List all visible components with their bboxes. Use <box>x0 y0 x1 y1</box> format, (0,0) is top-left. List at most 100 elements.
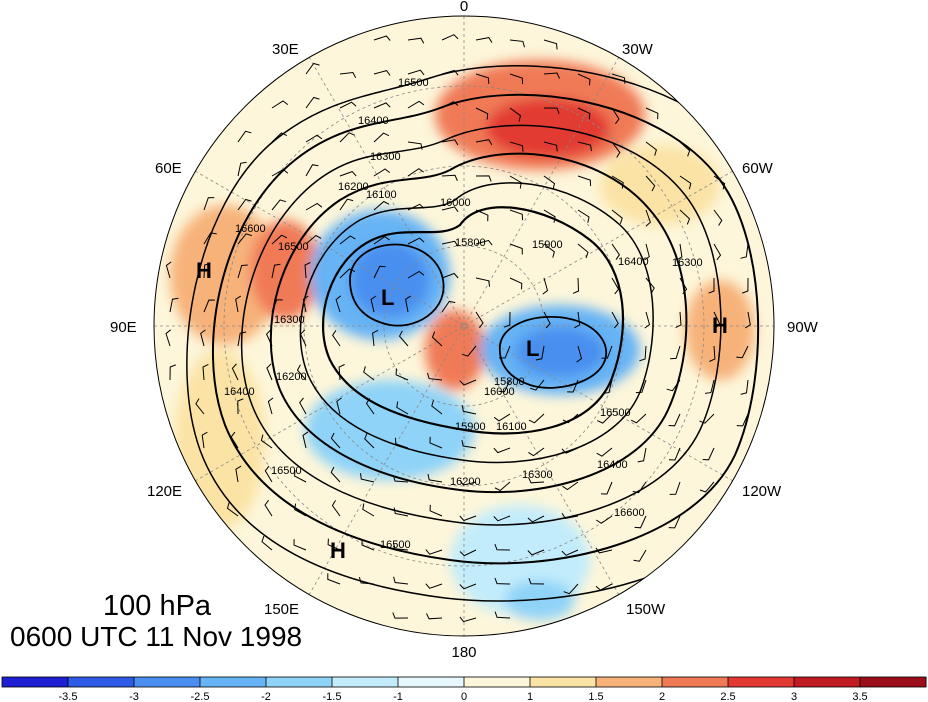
wind-barb <box>300 329 307 347</box>
contour-value-labels: 16500 16400 16300 16200 16100 16000 1590… <box>224 77 703 551</box>
wind-barb <box>528 578 545 585</box>
wind-barb <box>543 72 560 79</box>
negative-anomaly-core-west-inner <box>350 242 430 318</box>
wind-barb <box>597 413 613 424</box>
wind-barb <box>392 475 409 483</box>
wind-barb <box>645 107 659 120</box>
contour-label: 15800 <box>494 376 525 388</box>
wind-barb <box>331 330 341 347</box>
wind-barb <box>264 499 273 517</box>
wind-barb <box>429 504 443 517</box>
wind-barb <box>266 329 273 347</box>
wind-barb <box>740 379 749 395</box>
wind-barb <box>699 413 715 424</box>
colorbar-swatch <box>860 677 927 687</box>
colorbar-swatch <box>200 677 267 687</box>
contour-label: 16200 <box>338 181 369 193</box>
wind-barb <box>373 265 386 279</box>
colorbar-tick-label: 2 <box>659 691 665 702</box>
wind-barb <box>679 209 691 225</box>
wind-barb <box>611 209 623 224</box>
wind-barb <box>528 477 545 484</box>
wind-barb <box>373 35 391 41</box>
wind-barb <box>633 549 647 562</box>
wind-barb <box>365 398 375 415</box>
wind-barb <box>230 431 239 449</box>
wind-barb <box>493 447 511 454</box>
wind-barb <box>601 345 613 359</box>
wind-barb <box>668 447 681 461</box>
wind-barb <box>426 613 443 620</box>
wind-barb <box>632 481 647 494</box>
wind-barb <box>271 234 288 245</box>
wind-barb <box>493 413 511 422</box>
wind-barb <box>370 295 377 313</box>
wind-barb <box>543 209 556 223</box>
wind-barb <box>237 198 252 211</box>
wind-barb <box>459 549 477 557</box>
wind-barb <box>261 535 273 551</box>
wind-barb <box>407 100 425 109</box>
wind-barb <box>740 243 749 259</box>
wind-barb <box>427 473 443 483</box>
wind-barb <box>330 432 341 449</box>
wind-barb <box>267 397 274 415</box>
wind-barb <box>373 70 391 76</box>
positive-anomaly-eurasia <box>170 205 280 345</box>
geopotential-height-contours <box>186 65 774 602</box>
wind-barb <box>407 168 424 177</box>
colorbar-swatch <box>134 677 201 687</box>
wind-barb <box>441 34 459 41</box>
positive-anomaly-east <box>685 280 755 380</box>
wind-barb <box>441 240 459 247</box>
wind-barb <box>200 329 206 347</box>
wind-barbs <box>165 34 751 623</box>
contour-label: 16100 <box>366 189 397 201</box>
wind-barb <box>670 345 681 360</box>
wind-barb <box>644 243 650 261</box>
wind-barb <box>528 413 545 424</box>
wind-barb <box>475 239 493 246</box>
wind-barb <box>713 243 722 261</box>
contour-label: 16400 <box>597 459 628 471</box>
wind-barb <box>461 439 477 449</box>
wind-barb <box>459 515 477 522</box>
contour-label: 16300 <box>370 151 401 163</box>
wind-barb <box>595 583 613 591</box>
wind-barb <box>169 297 179 313</box>
wind-barb <box>561 447 579 454</box>
wind-barb <box>543 141 558 152</box>
wind-barb <box>713 209 723 226</box>
wind-barb <box>395 437 409 449</box>
wind-barb <box>338 364 345 381</box>
wind-barb <box>577 141 592 152</box>
wind-barb <box>203 299 215 313</box>
wind-barb <box>494 544 511 551</box>
colorbar-tick-label: 0 <box>461 691 467 702</box>
wind-barb <box>562 481 579 491</box>
wind-barb <box>611 243 621 260</box>
wind-barb <box>293 469 307 483</box>
wind-barb <box>407 141 423 150</box>
wind-barb <box>528 447 545 457</box>
wind-barb <box>293 539 307 551</box>
wind-barb <box>527 515 545 523</box>
wind-barb <box>634 515 647 529</box>
wind-barb <box>373 200 390 211</box>
lon-label-150w: 150W <box>626 601 666 618</box>
wind-barb <box>504 311 511 328</box>
colorbar-swatch <box>596 677 663 687</box>
colorbar-swatch <box>530 677 597 687</box>
wind-barb <box>330 466 341 483</box>
wind-barb <box>644 311 651 329</box>
wind-barb <box>459 479 477 486</box>
wind-barb <box>475 107 489 120</box>
wind-barb <box>362 503 375 517</box>
wind-barb <box>509 209 523 221</box>
wind-barb <box>529 379 545 391</box>
wind-barb <box>361 538 375 551</box>
lon-label-30w: 30W <box>622 41 654 58</box>
wind-barb <box>203 262 211 279</box>
wind-barb <box>327 573 341 585</box>
colorbar-tick-label: -1 <box>393 691 403 702</box>
